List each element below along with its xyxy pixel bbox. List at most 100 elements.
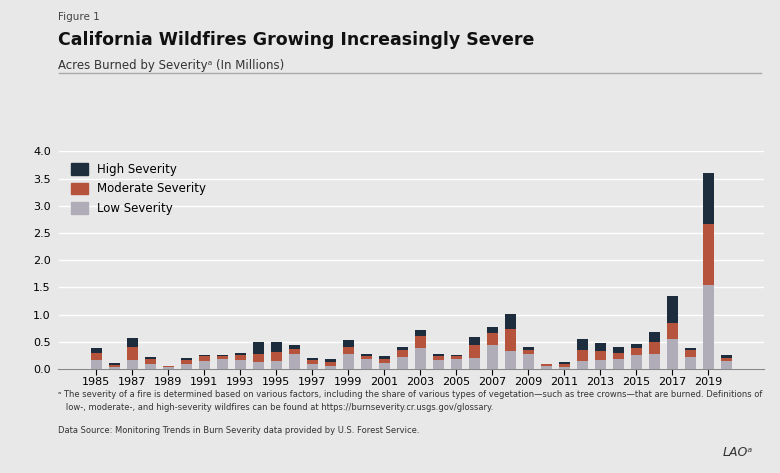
Bar [378,363,390,369]
Bar [307,359,318,363]
Bar [523,347,534,350]
Bar [307,358,318,359]
Bar [703,173,714,224]
Bar [576,339,588,350]
Bar [396,357,408,369]
Bar [253,354,264,362]
Bar [144,363,156,369]
Bar [90,353,102,359]
Bar [217,355,229,356]
Bar [378,357,390,359]
Bar [541,366,552,369]
Text: California Wildfires Growing Increasingly Severe: California Wildfires Growing Increasingl… [58,31,535,49]
Bar [90,348,102,353]
Bar [360,359,372,369]
Bar [541,364,552,366]
Bar [235,355,246,359]
Bar [523,350,534,354]
Bar [360,354,372,356]
Text: LAOᵃ: LAOᵃ [722,446,753,459]
Bar [307,363,318,369]
Bar [415,330,427,336]
Bar [558,364,570,367]
Bar [649,354,661,369]
Bar [289,345,300,349]
Bar [612,347,624,353]
Bar [433,356,445,359]
Bar [469,345,480,358]
Bar [451,357,463,359]
Bar [594,359,606,369]
Bar [667,296,679,323]
Bar [253,362,264,369]
Bar [415,348,427,369]
Bar [630,348,642,355]
Bar [487,326,498,333]
Bar [396,350,408,357]
Bar [703,285,714,369]
Bar [612,353,624,359]
Bar [199,361,211,369]
Bar [685,357,697,369]
Bar [487,345,498,369]
Bar [342,347,354,354]
Bar [199,357,211,361]
Bar [685,350,697,357]
Bar [541,363,552,364]
Bar [199,355,211,357]
Bar [558,362,570,364]
Bar [721,361,732,369]
Bar [505,314,516,329]
Legend: High Severity, Moderate Severity, Low Severity: High Severity, Moderate Severity, Low Se… [68,159,210,219]
Bar [612,359,624,369]
Bar [181,358,193,359]
Bar [360,356,372,359]
Bar [289,349,300,354]
Bar [126,359,138,369]
Bar [324,366,336,369]
Bar [324,359,336,362]
Text: Data Source: Monitoring Trends in Burn Severity data provided by U.S. Forest Ser: Data Source: Monitoring Trends in Burn S… [58,426,420,435]
Bar [342,354,354,369]
Bar [108,367,120,369]
Bar [594,351,606,359]
Bar [469,358,480,369]
Bar [324,362,336,366]
Bar [433,359,445,369]
Bar [685,348,697,350]
Bar [576,350,588,361]
Bar [667,323,679,339]
Text: Figure 1: Figure 1 [58,12,101,22]
Bar [487,333,498,345]
Bar [162,366,174,368]
Bar [558,367,570,369]
Bar [433,354,445,356]
Bar [289,354,300,369]
Bar [181,359,193,363]
Bar [217,359,229,369]
Bar [235,353,246,355]
Bar [162,368,174,369]
Bar [649,342,661,354]
Bar [271,351,282,361]
Bar [451,355,463,357]
Bar [667,339,679,369]
Bar [271,342,282,351]
Bar [108,365,120,367]
Bar [378,359,390,363]
Bar [415,336,427,348]
Bar [217,356,229,359]
Bar [144,359,156,363]
Bar [649,333,661,342]
Bar [505,329,516,351]
Bar [396,347,408,350]
Bar [126,339,138,347]
Bar [703,224,714,285]
Bar [630,355,642,369]
Bar [721,358,732,361]
Bar [451,359,463,369]
Bar [469,337,480,345]
Bar [235,359,246,369]
Bar [505,351,516,369]
Bar [342,340,354,347]
